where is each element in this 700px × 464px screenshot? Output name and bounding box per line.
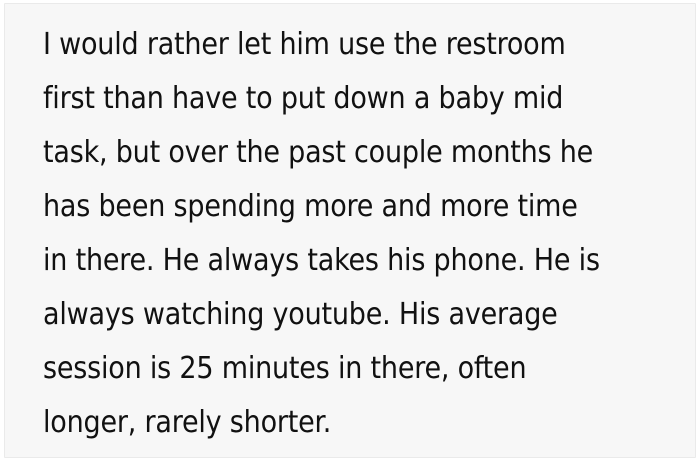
- text-card: I would rather let him use the restroom …: [4, 3, 696, 458]
- quote-text-block: I would rather let him use the restroom …: [43, 18, 668, 450]
- text-line: always watching youtube. His average: [43, 297, 558, 332]
- text-line: I would rather let him use the restroom: [43, 27, 566, 62]
- text-line: in there. He always takes his phone. He …: [43, 243, 600, 278]
- text-line: task, but over the past couple months he: [43, 135, 594, 170]
- text-line: longer, rarely shorter.: [43, 405, 332, 440]
- text-line: has been spending more and more time: [43, 189, 578, 224]
- text-line: session is 25 minutes in there, often: [43, 351, 527, 386]
- text-line: first than have to put down a baby mid: [43, 81, 564, 116]
